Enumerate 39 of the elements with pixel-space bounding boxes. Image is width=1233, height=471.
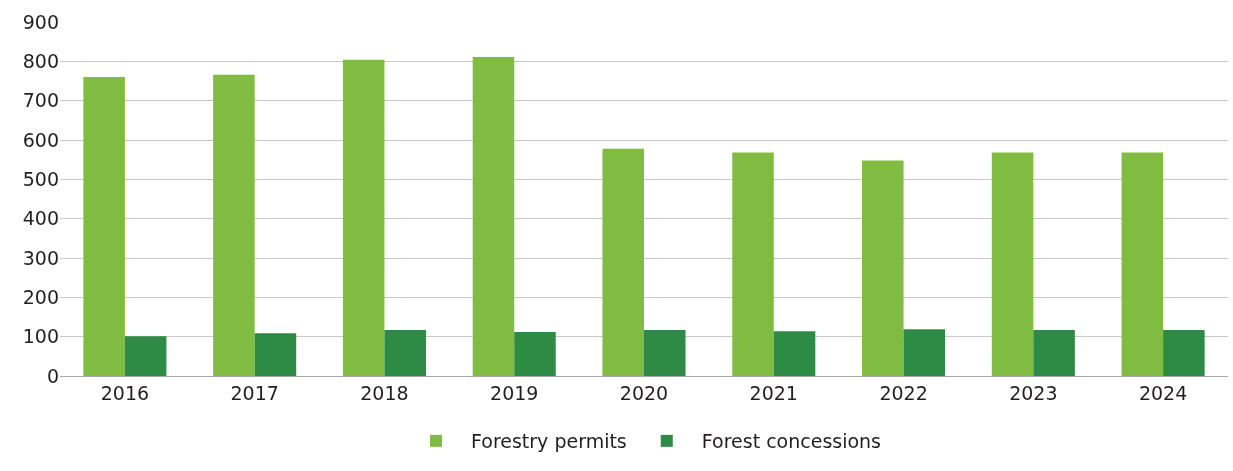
- bar: [991, 152, 1034, 376]
- x-tick-label: 2018: [360, 381, 409, 404]
- bar: [602, 148, 644, 376]
- y-tick-label: 0: [46, 364, 59, 387]
- x-tick-label: 2016: [100, 381, 150, 404]
- y-tick-label: 200: [22, 285, 59, 308]
- y-tick-label: 300: [22, 246, 59, 269]
- bar: [773, 331, 816, 376]
- bar: [1121, 152, 1164, 376]
- x-tick-label: 2021: [749, 381, 798, 404]
- bar: [124, 336, 167, 376]
- bar: [732, 152, 774, 376]
- x-tick-label: 2022: [879, 381, 928, 404]
- y-tick-label: 100: [22, 325, 59, 348]
- bar: [1033, 329, 1075, 376]
- y-tick-label: 400: [22, 207, 59, 230]
- bar: [254, 333, 297, 376]
- bar: [644, 329, 686, 376]
- bar: [472, 57, 515, 376]
- bar: [514, 331, 556, 376]
- x-tick-label: 2024: [1138, 381, 1188, 404]
- bar: [384, 329, 426, 376]
- legend-label: Forest concessions: [701, 430, 882, 453]
- y-tick-label: 500: [22, 167, 59, 190]
- x-tick-label: 2017: [230, 381, 279, 404]
- bar: [213, 74, 255, 376]
- y-tick-label: 900: [22, 10, 59, 33]
- x-tick-label: 2020: [619, 381, 669, 404]
- x-tick-label: 2019: [490, 381, 539, 404]
- y-tick-label: 700: [22, 89, 59, 112]
- legend-label: Forestry permits: [471, 430, 627, 453]
- bar: [83, 77, 125, 376]
- bar: [1163, 329, 1205, 376]
- bar: [903, 329, 946, 376]
- bar: [862, 160, 904, 376]
- bar: [342, 59, 385, 376]
- x-tick-label: 2023: [1009, 381, 1058, 404]
- y-tick-label: 600: [22, 128, 59, 151]
- y-tick-label: 800: [22, 49, 59, 72]
